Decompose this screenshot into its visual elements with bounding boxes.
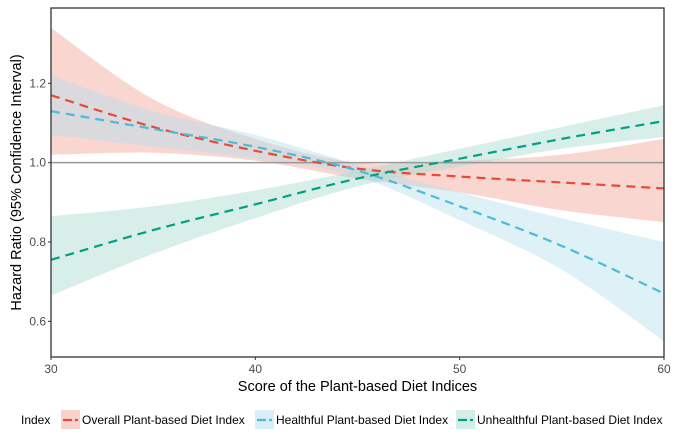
x-tick-label: 50 xyxy=(453,362,467,376)
legend-label-1: Overall Plant-based Diet Index xyxy=(82,413,245,427)
ci-band-2 xyxy=(51,75,664,342)
y-tick-label: 1.2 xyxy=(29,76,46,90)
plot-frame xyxy=(50,7,665,358)
x-tick-label: 30 xyxy=(44,362,58,376)
y-axis: 0.6 0.8 1.0 1.2 xyxy=(29,76,51,328)
series-line-3 xyxy=(50,119,665,261)
x-tick-label: 40 xyxy=(249,362,263,376)
confidence-bands xyxy=(51,27,664,342)
ci-band-1 xyxy=(51,27,664,223)
y-tick-label: 0.8 xyxy=(29,235,46,249)
series-line-1 xyxy=(50,94,665,190)
y-tick-label: 0.6 xyxy=(29,314,46,328)
y-axis-title: Hazard Ratio (95% Confidence Interval) xyxy=(9,54,25,310)
x-axis: 30 40 50 60 xyxy=(44,357,671,376)
y-tick-label: 1.0 xyxy=(29,156,46,170)
series-line-2 xyxy=(50,110,665,295)
legend-label-3: Unhealthful Plant-based Diet Index xyxy=(477,413,662,427)
x-axis-title: Score of the Plant-based Diet Indices xyxy=(238,379,477,395)
ci-band-3 xyxy=(51,105,664,296)
legend: Index Overall Plant-based Diet Index Heal… xyxy=(21,410,662,429)
legend-label-2: Healthful Plant-based Diet Index xyxy=(276,413,448,427)
x-tick-label: 60 xyxy=(657,362,671,376)
series-lines xyxy=(50,94,665,295)
legend-title: Index xyxy=(21,413,50,427)
